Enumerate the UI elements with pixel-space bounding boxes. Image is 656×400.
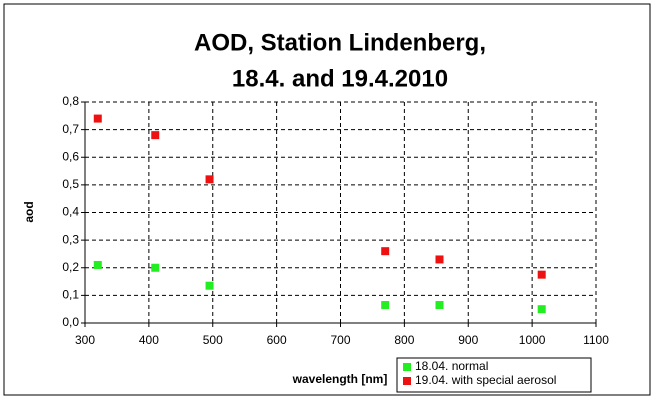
point xyxy=(205,175,214,184)
x-tick-label: 1100 xyxy=(583,333,609,347)
y-tick-label: 0,6 xyxy=(62,149,79,163)
y-tick-label: 0,3 xyxy=(62,232,79,246)
point xyxy=(151,263,160,272)
x-axis-label: wavelength [nm] xyxy=(292,372,388,386)
y-axis-label: aod xyxy=(22,201,36,222)
x-tick-label: 900 xyxy=(458,333,478,347)
y-tick-label: 0,1 xyxy=(62,288,79,302)
y-tick-label: 0,5 xyxy=(62,177,79,191)
point xyxy=(435,255,444,264)
legend xyxy=(396,357,592,393)
chart-title: 18.4. and 19.4.2010 xyxy=(232,65,448,92)
y-tick-label: 0,7 xyxy=(62,122,79,136)
point xyxy=(537,305,546,314)
legend-label: 19.04. with special aerosol xyxy=(415,373,556,387)
y-tick-label: 0,2 xyxy=(62,260,79,274)
y-tick-label: 0,0 xyxy=(62,315,79,329)
point xyxy=(381,301,390,310)
x-tick-label: 400 xyxy=(139,333,159,347)
x-tick-label: 1000 xyxy=(519,333,546,347)
point xyxy=(537,270,546,279)
point xyxy=(151,131,160,140)
legend-swatch xyxy=(403,363,411,371)
x-tick-label: 300 xyxy=(75,333,95,347)
x-tick-label: 600 xyxy=(267,333,287,347)
x-tick-label: 800 xyxy=(394,333,414,347)
point xyxy=(93,114,102,123)
x-tick-label: 500 xyxy=(203,333,223,347)
point xyxy=(435,301,444,310)
legend-label: 18.04. normal xyxy=(415,359,488,373)
chart-title: AOD, Station Lindenberg, xyxy=(194,29,486,56)
x-tick-label: 700 xyxy=(330,333,350,347)
chart-frame xyxy=(3,3,651,396)
point xyxy=(93,260,102,269)
legend-swatch xyxy=(403,377,411,385)
point xyxy=(205,281,214,290)
y-tick-label: 0,8 xyxy=(62,94,79,108)
y-tick-label: 0,4 xyxy=(62,205,79,219)
point xyxy=(381,247,390,256)
